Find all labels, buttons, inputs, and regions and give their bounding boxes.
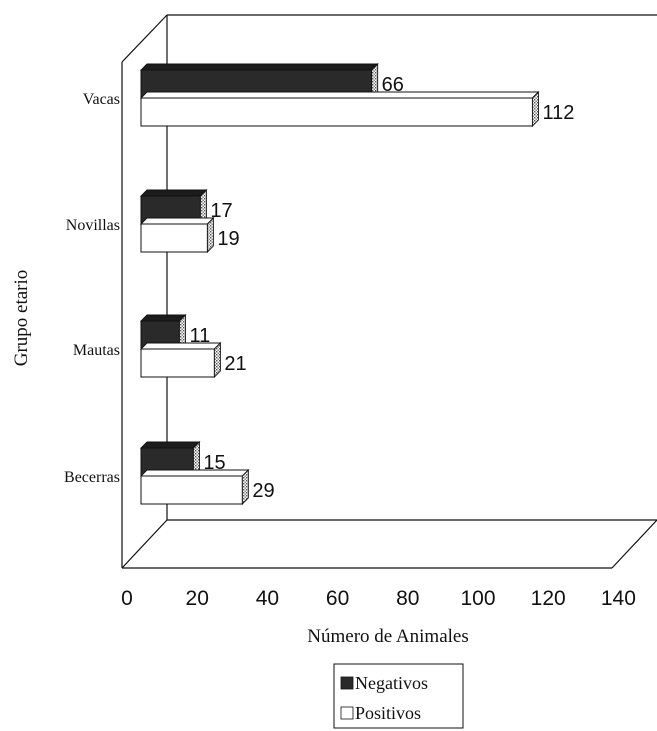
bar-end-face-positivos-becerras [241, 468, 249, 506]
x-tick-label-40: 40 [256, 587, 279, 610]
x-axis-label: Número de Animales [307, 626, 468, 647]
x-tick-label-80: 80 [396, 587, 419, 610]
category-label-mautas: Mautas [73, 342, 120, 359]
bar-positivos-vacas [139, 90, 540, 128]
legend: Negativos Positivos [333, 663, 464, 729]
bar-positivos-mautas [139, 341, 222, 379]
bar-front-positivos-mautas [140, 348, 215, 378]
bar-front-positivos-novillas [140, 223, 208, 253]
category-label-novillas: Novillas [66, 217, 120, 234]
bar-top-face-negativos-becerras [139, 441, 201, 449]
x-tick-label-120: 120 [531, 587, 566, 610]
bar-front-positivos-becerras [140, 475, 243, 505]
x-tick-label-60: 60 [326, 587, 349, 610]
bar-top-face-positivos-mautas [139, 342, 222, 350]
x-tick-label-100: 100 [460, 587, 495, 610]
bar-end-face-positivos-vacas [531, 90, 539, 128]
data-label-positivos-becerras: 29 [252, 480, 274, 502]
bar-front-positivos-vacas [140, 97, 533, 127]
bar-negativos-mautas [139, 313, 187, 351]
bar-end-face-positivos-novillas [206, 216, 214, 254]
x-tick-label-140: 140 [601, 587, 636, 610]
bars-group: 66 112 17 19 11 21 15 29 [139, 62, 574, 506]
data-label-negativos-novillas: 17 [210, 200, 232, 222]
x-tick-labels: 0 20 40 60 80 100 120 140 [121, 587, 636, 610]
legend-swatch-negativos [340, 676, 354, 690]
category-label-becerras: Becerras [64, 469, 120, 486]
x-tick-label-0: 0 [121, 587, 133, 610]
side-wall-top-edge [121, 14, 168, 63]
bar-positivos-becerras [139, 468, 250, 506]
data-label-positivos-novillas: 19 [217, 228, 239, 250]
x-tick-label-20: 20 [186, 587, 209, 610]
bar-end-face-positivos-mautas [213, 341, 221, 379]
bar-top-face-positivos-becerras [139, 469, 250, 477]
bar-positivos-novillas [139, 216, 215, 254]
category-label-vacas: Vacas [83, 91, 120, 108]
bar-top-face-negativos-novillas [139, 189, 208, 197]
floor-left-edge [121, 519, 168, 569]
y-axis-label: Grupo etario [11, 270, 32, 367]
data-label-negativos-mautas: 11 [189, 325, 210, 347]
data-label-negativos-becerras: 15 [203, 452, 225, 474]
legend-label-positivos: Positivos [355, 703, 421, 723]
bar-top-face-negativos-vacas [139, 63, 379, 71]
bar-top-face-positivos-novillas [139, 217, 215, 225]
bar-top-face-positivos-vacas [139, 91, 540, 99]
legend-label-negativos: Negativos [355, 673, 428, 693]
data-label-negativos-vacas: 66 [382, 74, 404, 96]
data-label-positivos-vacas: 112 [542, 102, 574, 124]
category-labels: Vacas Novillas Mautas Becerras [64, 91, 120, 486]
floor-right-edge [611, 519, 657, 569]
legend-swatch-positivos [340, 706, 354, 720]
data-label-positivos-mautas: 21 [224, 353, 246, 375]
bar-top-face-negativos-mautas [139, 314, 187, 322]
legend-box [333, 663, 464, 729]
